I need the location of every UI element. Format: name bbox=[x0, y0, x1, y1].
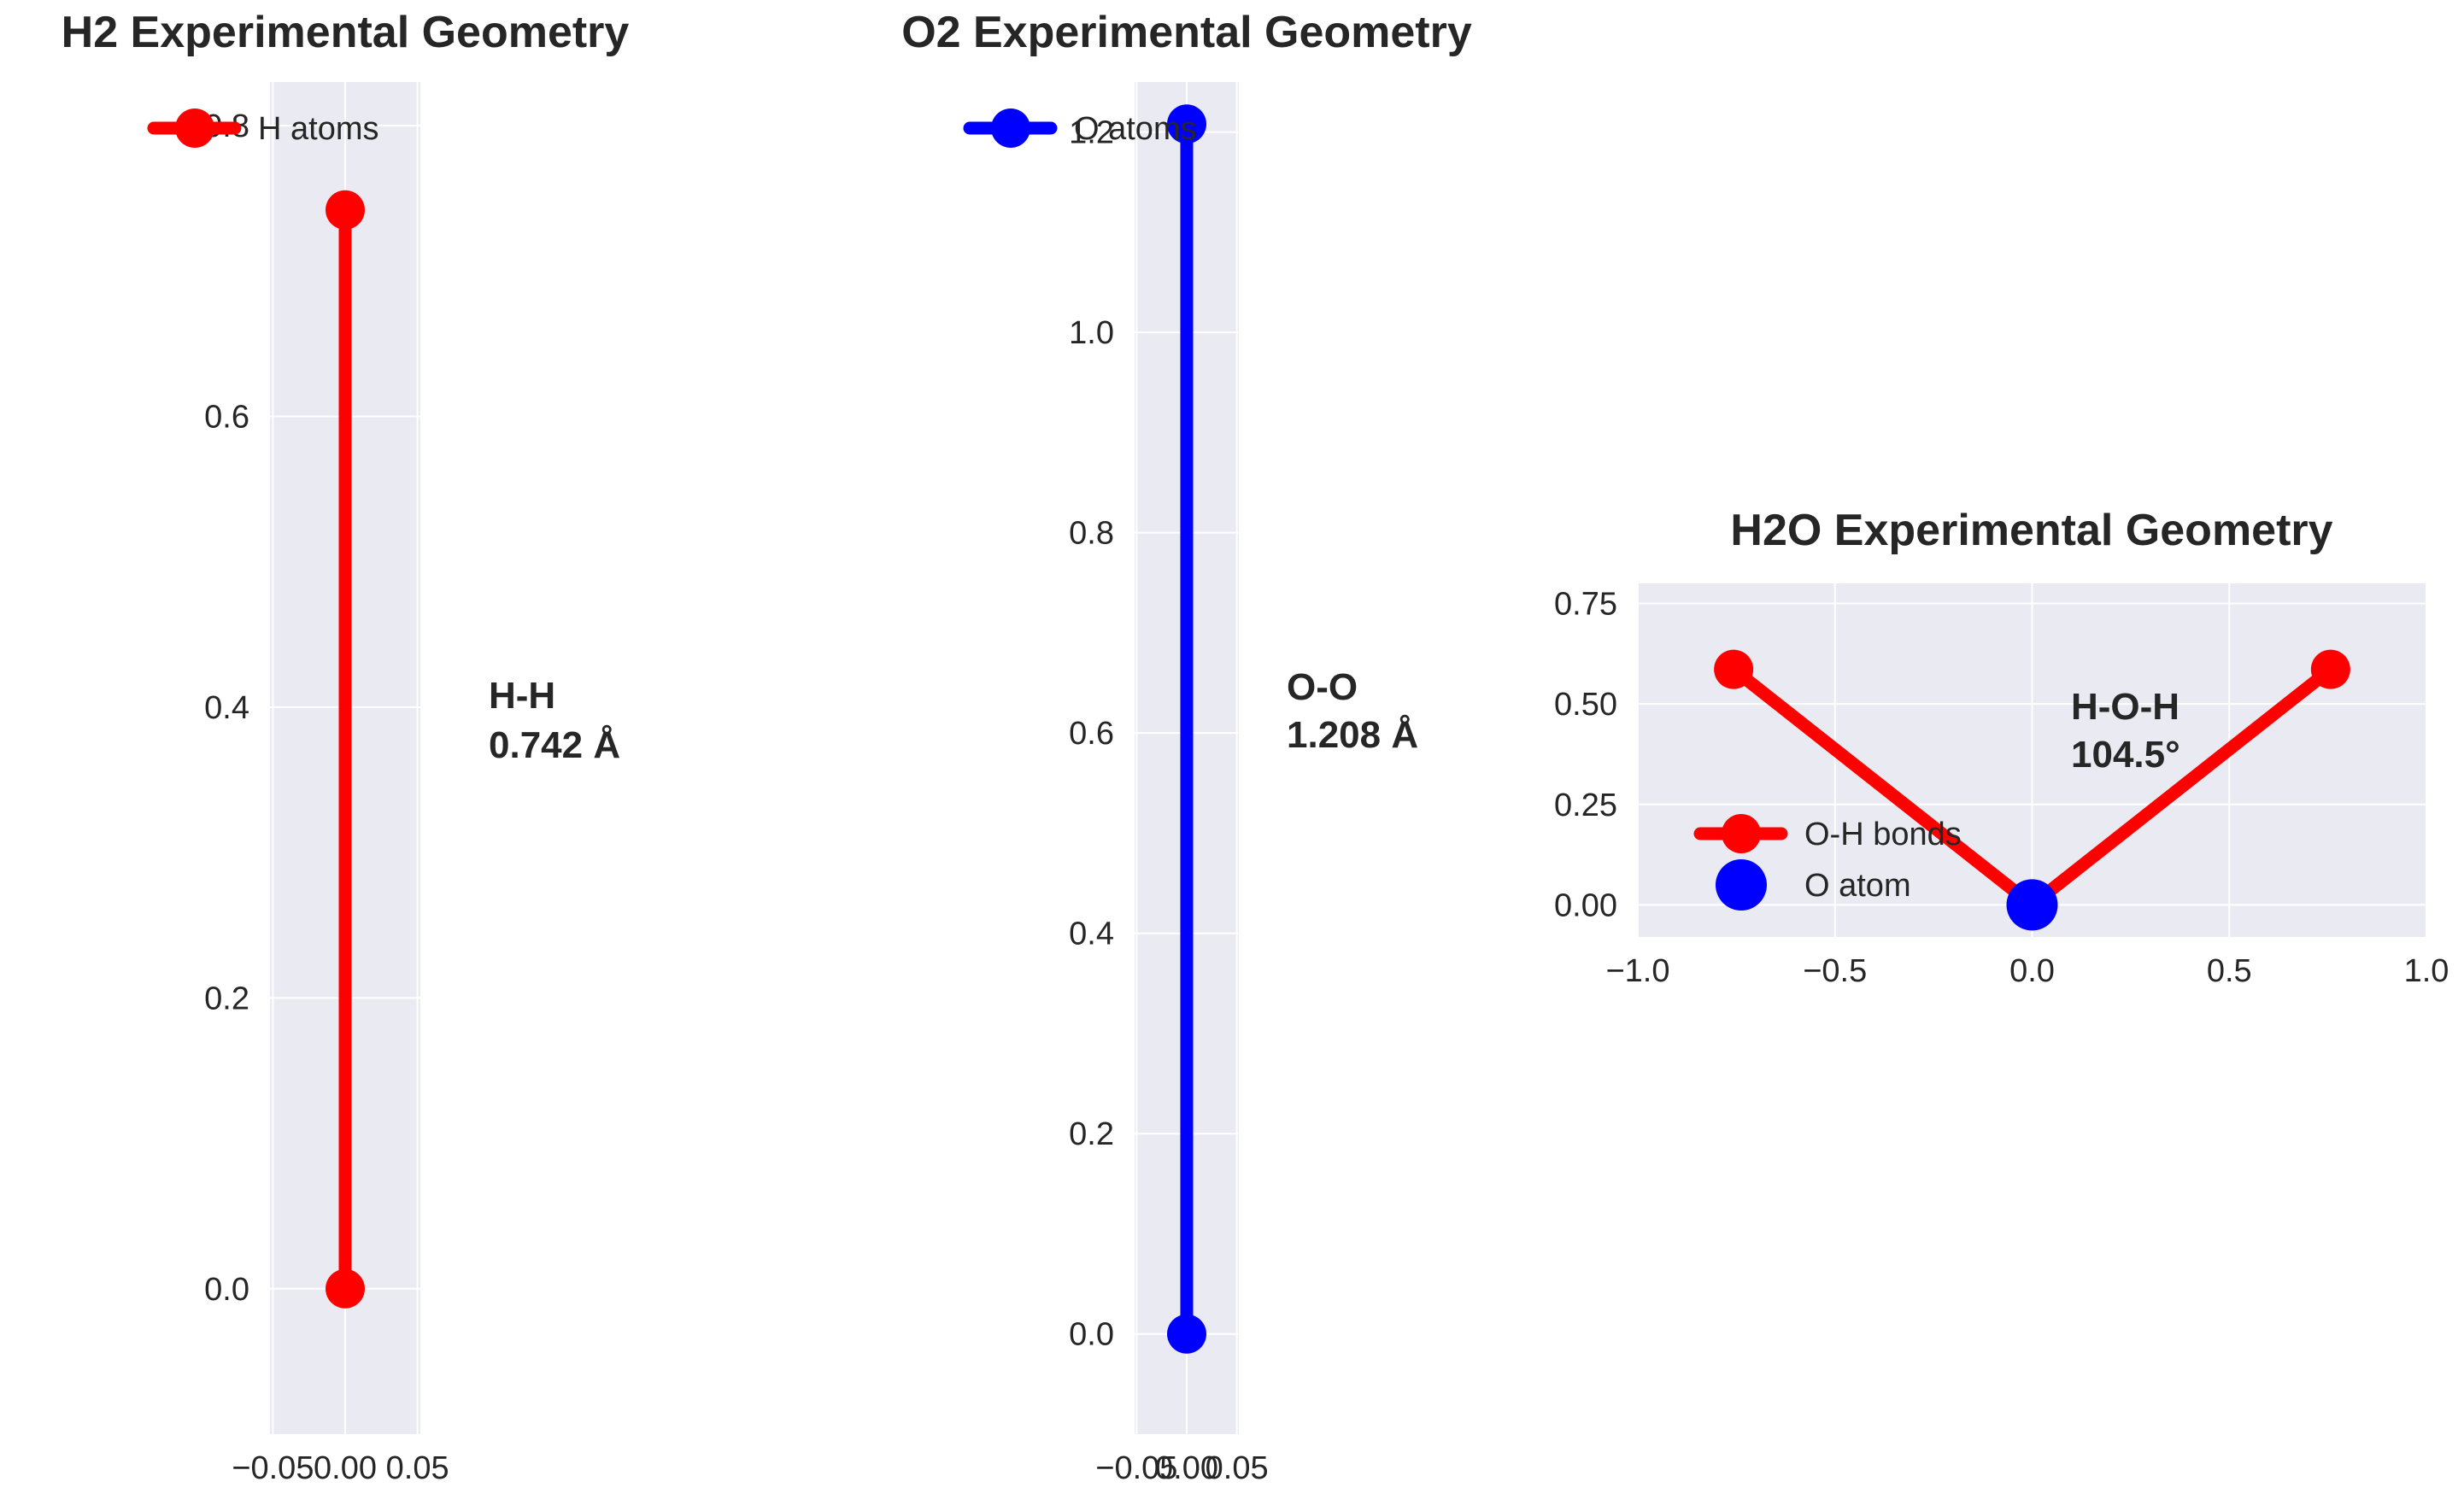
y-tick-label: 0.2 bbox=[1069, 1116, 1114, 1152]
y-tick-label: 0.6 bbox=[1069, 716, 1114, 752]
x-tick-label: −1.0 bbox=[1605, 953, 1669, 989]
y-tick-label: 0.00 bbox=[1554, 887, 1617, 923]
y-tick-label: 0.50 bbox=[1554, 687, 1617, 723]
annotation-text: O-O bbox=[1287, 666, 1358, 708]
legend-label: O-H bonds bbox=[1804, 817, 1962, 852]
x-tick-label: −0.05 bbox=[232, 1450, 314, 1486]
data-point bbox=[1167, 1314, 1206, 1354]
x-tick-label: 1.0 bbox=[2404, 953, 2449, 989]
chart-2: O2 Experimental Geometry −0.050.000.05 0.0… bbox=[901, 8, 1472, 1486]
x-tick-label: 0.00 bbox=[1155, 1450, 1218, 1486]
y-tick-label: 0.4 bbox=[204, 690, 249, 726]
legend-entry: H atoms bbox=[147, 108, 378, 148]
chart-title: O2 Experimental Geometry bbox=[901, 8, 1472, 57]
data-point bbox=[2310, 649, 2350, 689]
x-tick-label: 0.00 bbox=[314, 1450, 377, 1486]
annotation-text: 104.5° bbox=[2071, 734, 2180, 776]
annotation-text: H-H bbox=[489, 675, 555, 717]
legend-entry: O atoms bbox=[963, 108, 1197, 148]
chart-3: H2O Experimental Geometry −1.0 −0.5 0.0 0.5 1… bbox=[1554, 506, 2449, 989]
chart-title: H2O Experimental Geometry bbox=[1730, 506, 2332, 555]
data-point bbox=[1167, 104, 1206, 144]
legend-label: H atoms bbox=[258, 111, 378, 147]
legend-marker bbox=[991, 108, 1030, 148]
y-tick-label: 1.0 bbox=[1069, 315, 1114, 351]
y-tick-label: 0.75 bbox=[1554, 587, 1617, 623]
legend-entry: O-H bonds bbox=[1693, 814, 1962, 853]
y-tick-label: 0.6 bbox=[204, 399, 249, 435]
chart-title: H2 Experimental Geometry bbox=[62, 8, 630, 57]
data-point bbox=[326, 1268, 365, 1309]
x-tick-label: −0.5 bbox=[1803, 953, 1867, 989]
data-point bbox=[2006, 879, 2058, 931]
series-1 bbox=[1167, 104, 1206, 1354]
x-tick-label: 0.0 bbox=[2009, 953, 2055, 989]
series-2 bbox=[2006, 879, 2058, 931]
y-tick-label: 0.0 bbox=[1069, 1317, 1114, 1353]
series-1 bbox=[326, 190, 365, 1309]
annotation-text: 1.208 Å bbox=[1287, 714, 1418, 756]
y-tick-label: 0.2 bbox=[204, 981, 249, 1016]
chart-1: H2 Experimental Geometry −0.05 0.00 0.05 0.0… bbox=[62, 8, 630, 1486]
y-tick-label: 1.2 bbox=[1069, 115, 1114, 151]
y-tick-label: 0.25 bbox=[1554, 788, 1617, 823]
x-tick-label: 0.05 bbox=[1206, 1450, 1269, 1486]
x-tick-label: −0.05 bbox=[1095, 1450, 1177, 1486]
x-tick-label: 0.05 bbox=[386, 1450, 449, 1486]
legend-marker bbox=[175, 108, 214, 148]
y-tick-label: 0.4 bbox=[1069, 917, 1114, 952]
y-tick-label: 0.8 bbox=[1069, 516, 1114, 552]
y-tick-label: 0.0 bbox=[204, 1272, 249, 1308]
legend-entry: O atom bbox=[1716, 859, 1911, 911]
data-point bbox=[1714, 649, 1754, 689]
legend-marker bbox=[1716, 859, 1767, 911]
data-point bbox=[326, 190, 365, 230]
legend-label: O atoms bbox=[1074, 111, 1197, 147]
annotation-text: H-O-H bbox=[2071, 686, 2179, 728]
legend-marker bbox=[1722, 814, 1761, 853]
legend-label: O atom bbox=[1804, 868, 1911, 904]
annotation-text: 0.742 Å bbox=[489, 724, 620, 766]
x-tick-label: 0.5 bbox=[2207, 953, 2252, 989]
